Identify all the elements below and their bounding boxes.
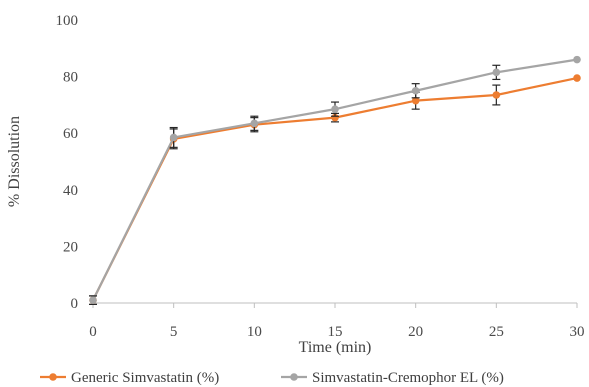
data-point	[573, 55, 581, 64]
x-tick-label: 25	[489, 324, 504, 340]
x-tick-label: 15	[328, 324, 343, 340]
data-point	[573, 74, 581, 82]
data-point	[492, 91, 501, 99]
series-1	[89, 55, 581, 306]
y-axis-title: % Dissolution	[6, 116, 23, 207]
y-tick-label: 60	[63, 126, 78, 142]
y-tick-label: 80	[63, 70, 78, 86]
y-axis-ticks: 0 20 40 60 80 100	[56, 13, 79, 312]
x-axis-ticks: 0 5 10 15 20 25 30	[89, 303, 585, 340]
x-tick-label: 5	[170, 324, 178, 340]
y-tick-label: 20	[63, 239, 78, 255]
legend-label: Simvastatin-Cremophor EL (%)	[312, 370, 504, 386]
x-tick-label: 10	[247, 324, 262, 340]
data-point	[411, 96, 420, 105]
legend-label: Generic Simvastatin (%)	[71, 370, 219, 386]
series-line	[92, 58, 578, 301]
y-tick-label: 40	[63, 183, 78, 199]
x-tick-label: 30	[570, 324, 585, 340]
legend-item-0: Generic Simvastatin (%)	[40, 370, 219, 386]
data-point	[492, 68, 501, 77]
legend-marker	[49, 373, 57, 381]
series-layer	[89, 55, 581, 306]
legend-item-1: Simvastatin-Cremophor EL (%)	[281, 370, 504, 386]
legend: Generic Simvastatin (%) Simvastatin-Cremo…	[40, 370, 504, 386]
y-tick-label: 0	[71, 296, 79, 312]
y-tick-label: 100	[56, 13, 79, 29]
x-tick-label: 20	[408, 324, 423, 340]
data-point	[250, 119, 259, 128]
data-point	[89, 296, 97, 304]
x-tick-label: 0	[89, 324, 97, 340]
x-axis-title: Time (min)	[299, 339, 372, 356]
data-point	[411, 86, 420, 95]
data-point	[169, 133, 178, 142]
data-point	[331, 105, 339, 113]
legend-marker	[290, 373, 298, 381]
